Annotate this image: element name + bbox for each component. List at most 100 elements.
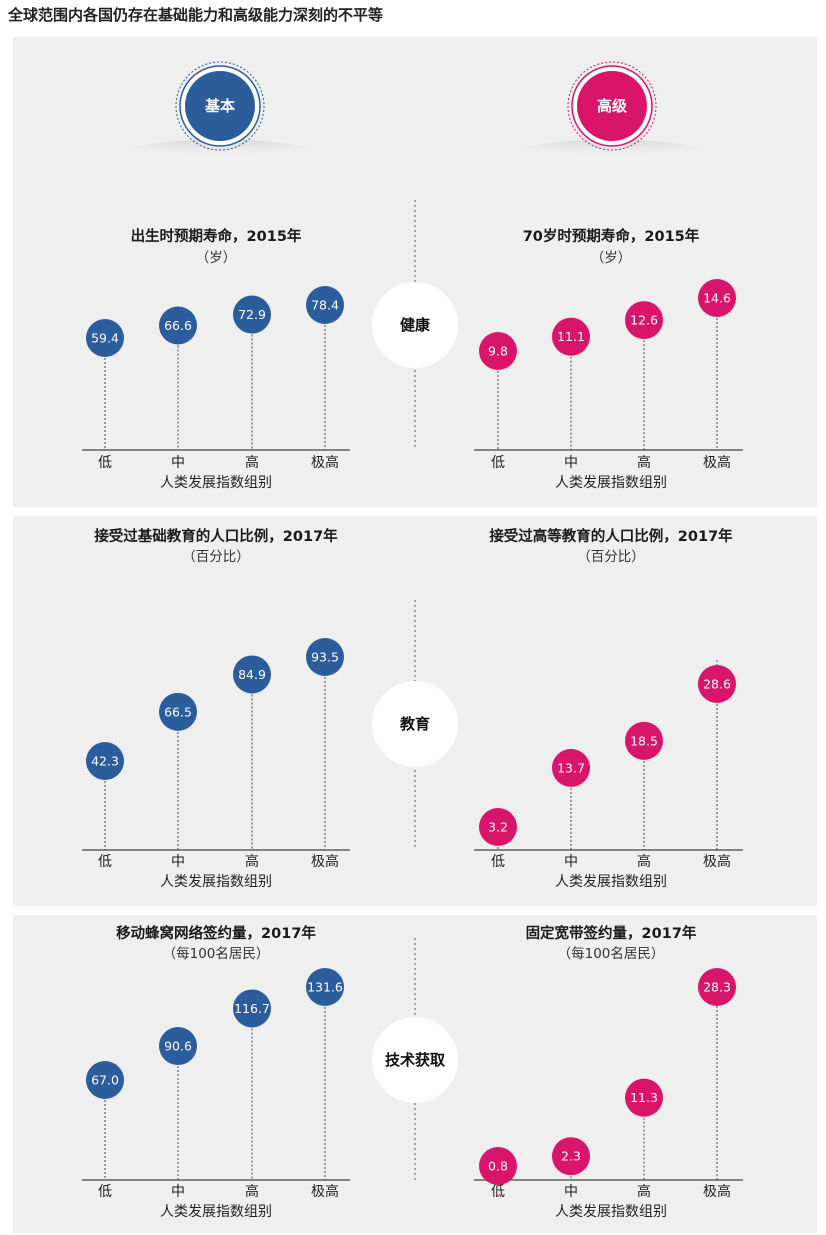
data-label: 116.7: [234, 1001, 270, 1016]
chart-title: 移动蜂窝网络签约量，2017年: [116, 924, 316, 942]
advanced-badge-label: 高级: [597, 97, 628, 115]
x-tick-label: 高: [637, 454, 651, 471]
data-point: [552, 1137, 590, 1176]
data-point: [86, 319, 124, 357]
x-tick-label: 极高: [703, 853, 731, 870]
category-health-label: 健康: [400, 316, 431, 334]
category-health: 健康: [372, 282, 458, 368]
data-label: 28.6: [703, 677, 731, 692]
x-tick-label: 低: [98, 1184, 112, 1200]
data-point: [86, 742, 124, 780]
data-label: 9.8: [488, 344, 508, 359]
data-point: [552, 748, 590, 787]
chart-title: 出生时预期寿命，2015年: [131, 227, 302, 245]
chart-unit: （岁）: [591, 250, 632, 266]
data-label: 72.9: [238, 307, 266, 322]
basic-badge: 基本: [175, 61, 265, 151]
chart-title: 接受过高等教育的人口比例，2017年: [489, 527, 733, 545]
category-education-label: 教育: [399, 715, 430, 733]
data-point: [479, 808, 517, 846]
data-label: 90.6: [164, 1039, 192, 1054]
chart-title: 70岁时预期寿命，2015年: [523, 227, 700, 245]
x-tick-label: 高: [245, 1183, 259, 1200]
data-point: [625, 1078, 663, 1117]
data-point: [698, 279, 736, 317]
basic-badge-label: 基本: [204, 97, 235, 115]
data-label: 59.4: [91, 331, 119, 346]
x-axis-title: 人类发展指数组别: [160, 874, 272, 890]
data-point: [159, 692, 197, 731]
data-label: 12.6: [630, 313, 658, 328]
data-label: 28.3: [703, 980, 731, 995]
x-tick-label: 高: [637, 853, 651, 870]
chart-unit: （百分比）: [577, 549, 645, 565]
x-axis-title: 人类发展指数组别: [555, 1204, 667, 1220]
data-label: 66.5: [164, 704, 192, 719]
data-point: [625, 301, 663, 340]
x-tick-label: 高: [245, 454, 259, 471]
x-tick-label: 高: [637, 1183, 651, 1200]
chart-unit: （百分比）: [182, 549, 250, 565]
category-technology-label: 技术获取: [385, 1051, 446, 1069]
category-education: 教育: [372, 681, 458, 767]
advanced-halo: [452, 139, 772, 168]
data-label: 18.5: [630, 733, 658, 748]
category-technology: 技术获取: [372, 1017, 458, 1103]
data-point: [479, 332, 517, 370]
data-label: 93.5: [311, 650, 339, 665]
x-tick-label: 中: [171, 1184, 185, 1200]
x-tick-label: 低: [98, 854, 112, 870]
data-point: [159, 1027, 197, 1066]
data-point: [306, 286, 344, 324]
x-tick-label: 高: [245, 853, 259, 870]
data-point: [306, 638, 344, 676]
x-tick-label: 极高: [703, 1183, 731, 1200]
data-label: 13.7: [557, 760, 585, 775]
data-label: 2.3: [561, 1149, 581, 1164]
x-tick-label: 低: [491, 854, 505, 870]
data-label: 3.2: [488, 820, 508, 835]
chart-title: 固定宽带签约量，2017年: [526, 924, 697, 942]
x-tick-label: 极高: [311, 454, 339, 471]
data-point: [233, 655, 271, 694]
data-point: [306, 968, 344, 1006]
data-label: 66.6: [164, 318, 192, 333]
x-tick-label: 中: [564, 1184, 578, 1200]
x-axis-title: 人类发展指数组别: [160, 1204, 272, 1220]
data-label: 131.6: [307, 980, 343, 995]
data-point: [233, 989, 271, 1028]
data-point: [159, 306, 197, 345]
data-label: 0.8: [488, 1159, 508, 1174]
x-tick-label: 中: [171, 455, 185, 471]
data-label: 42.3: [91, 754, 119, 769]
page-title: 全球范围内各国仍存在基础能力和高级能力深刻的不平等: [8, 6, 384, 24]
chart-title: 接受过基础教育的人口比例，2017年: [94, 527, 338, 545]
data-label: 78.4: [311, 298, 339, 313]
chart-unit: （岁）: [196, 250, 237, 266]
x-tick-label: 中: [564, 854, 578, 870]
data-point: [625, 721, 663, 760]
x-tick-label: 低: [98, 455, 112, 471]
x-axis-title: 人类发展指数组别: [555, 874, 667, 890]
x-tick-label: 极高: [311, 1183, 339, 1200]
x-tick-label: 极高: [703, 454, 731, 471]
data-point: [552, 317, 590, 356]
charts-layer: 出生时预期寿命，2015年（岁）59.4低66.6中72.9高78.4极高人类发…: [82, 227, 743, 1220]
data-label: 67.0: [91, 1073, 119, 1088]
x-axis-title: 人类发展指数组别: [160, 475, 272, 491]
data-point: [86, 1061, 124, 1099]
x-tick-label: 低: [491, 1184, 505, 1200]
data-label: 84.9: [238, 667, 266, 682]
x-tick-label: 中: [171, 854, 185, 870]
x-axis-title: 人类发展指数组别: [555, 475, 667, 491]
data-label: 11.1: [557, 329, 585, 344]
x-tick-label: 极高: [311, 853, 339, 870]
data-point: [698, 968, 736, 1006]
advanced-badge: 高级: [567, 61, 657, 151]
chart-unit: （每100名居民）: [558, 946, 665, 962]
data-label: 14.6: [703, 291, 731, 306]
x-tick-label: 低: [491, 455, 505, 471]
data-label: 11.3: [630, 1090, 658, 1105]
x-tick-label: 中: [564, 455, 578, 471]
